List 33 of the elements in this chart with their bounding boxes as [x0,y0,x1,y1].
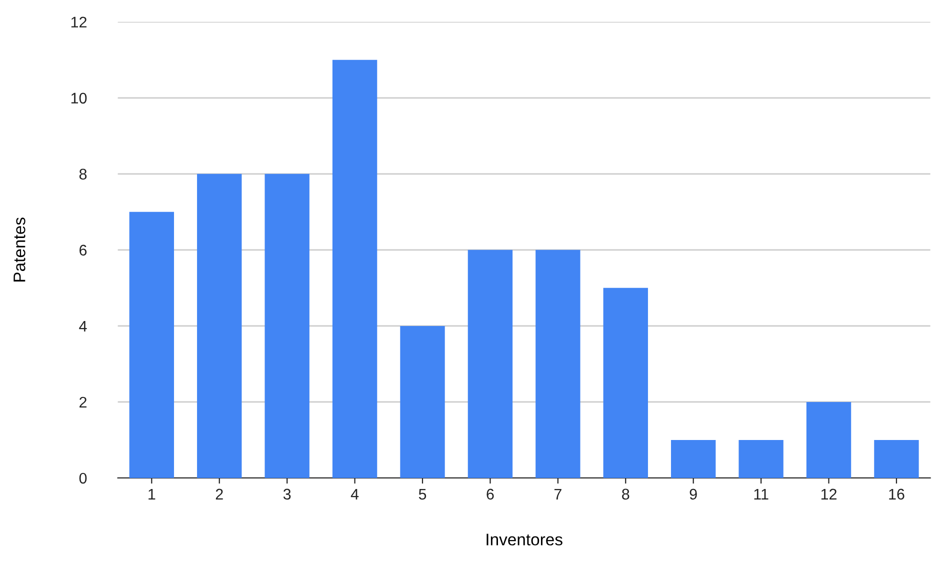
x-tick-label: 2 [216,488,223,500]
y-tick-label: 10 [71,92,87,104]
y-tick-label: 0 [79,472,87,484]
bar [400,326,445,478]
bar [874,440,919,478]
x-tick-label: 16 [889,488,904,500]
x-tick-label: 3 [283,488,291,500]
x-tick-label: 11 [754,488,768,500]
bar [738,440,784,478]
bar [468,250,513,478]
y-tick-label: 12 [71,16,86,28]
bar [670,440,716,478]
x-tick-label: 6 [486,488,494,500]
x-tick-label: 12 [821,488,836,500]
y-axis-title: Patentes [14,218,26,282]
y-tick-label: 4 [79,320,87,332]
x-axis-title: Inventores [486,534,562,546]
bar [264,174,310,478]
x-tick-label: 4 [350,488,359,500]
bar [806,402,852,478]
y-tick-label: 6 [80,244,87,256]
x-tick-label: 9 [690,488,697,500]
y-tick-label: 2 [80,396,86,408]
bar [332,60,378,478]
bar [197,174,242,478]
y-tick-label: 8 [79,168,87,180]
x-tick-label: 5 [418,488,426,500]
bar [536,250,580,478]
x-tick-label: 1 [148,488,156,500]
bar [129,212,174,478]
bar [603,288,648,478]
x-tick-label: 7 [554,488,562,500]
x-tick-label: 8 [622,488,630,500]
